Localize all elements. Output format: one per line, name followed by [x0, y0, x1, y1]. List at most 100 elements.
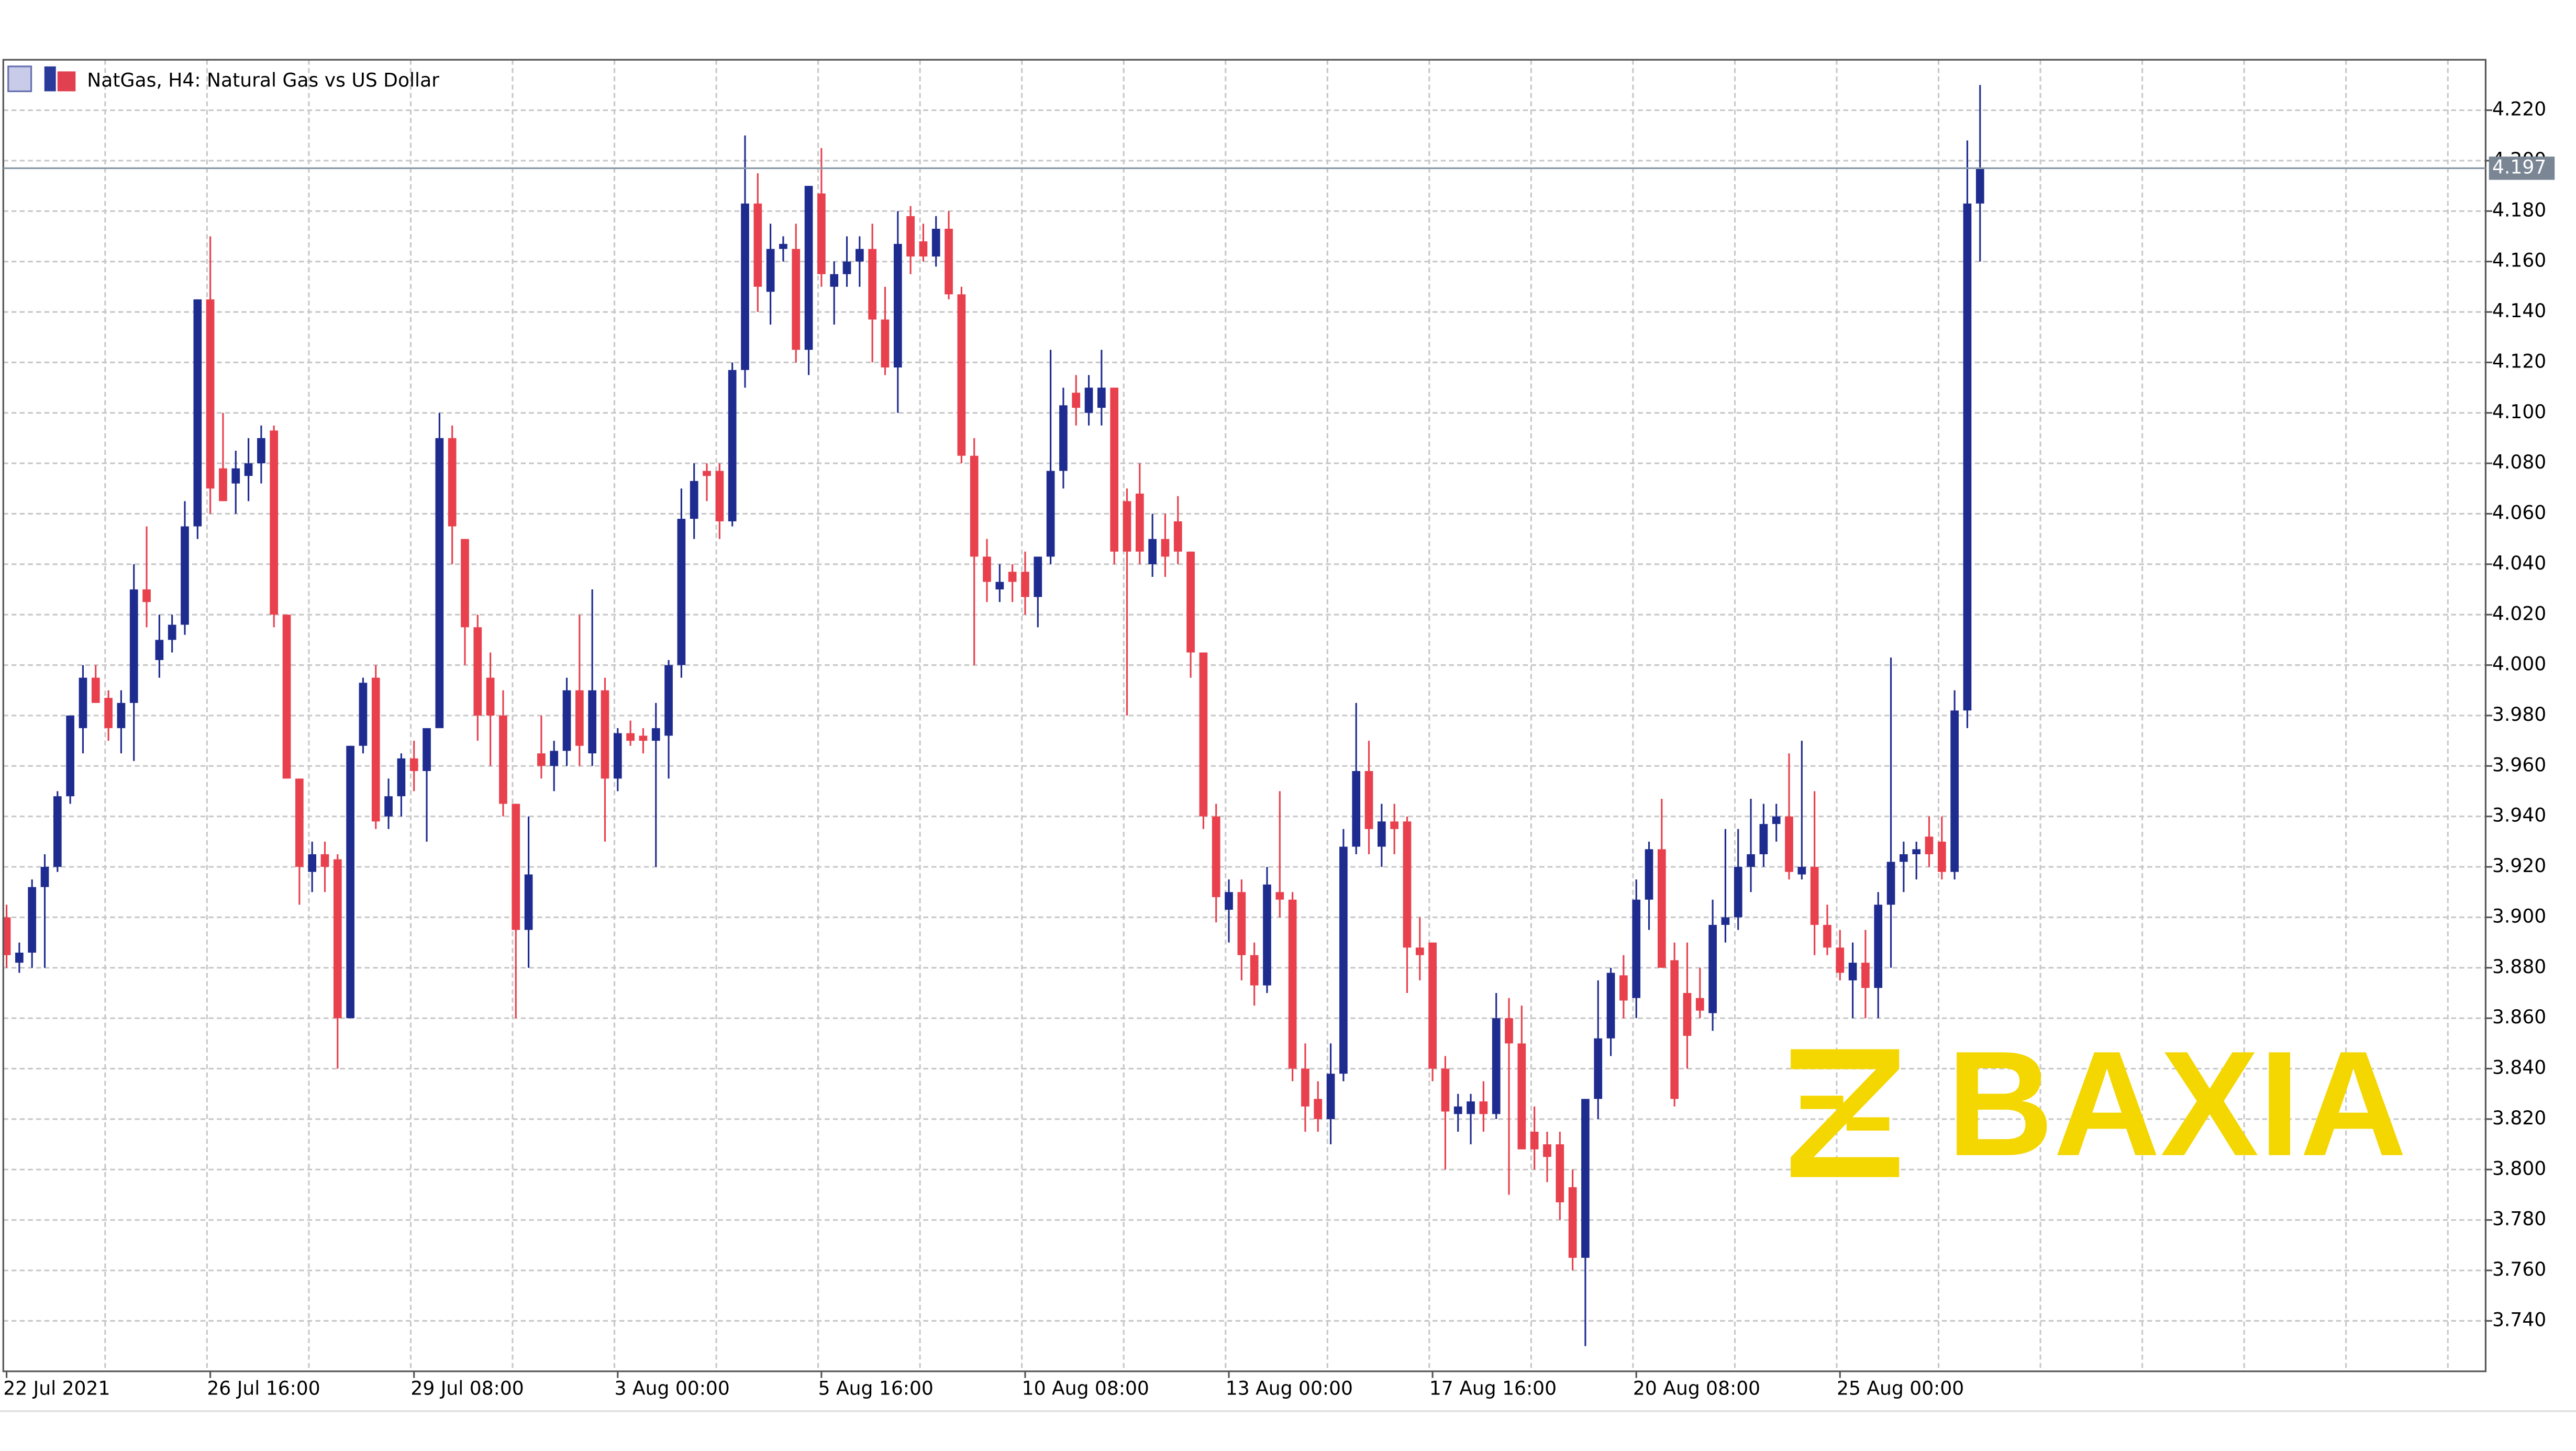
candle-body — [906, 216, 915, 257]
candle-body — [15, 952, 24, 963]
x-tick-label: 25 Aug 00:00 — [1837, 1377, 1964, 1400]
candle-body — [588, 690, 597, 754]
candle-body — [1708, 924, 1717, 1013]
candle-body — [1403, 821, 1412, 948]
y-tick-label: 4.140 — [2492, 299, 2546, 322]
candle-body — [1594, 1038, 1603, 1099]
candle-body — [550, 751, 559, 766]
candle-body — [423, 728, 431, 771]
candle-body — [359, 683, 368, 746]
candle-body — [448, 438, 457, 527]
candle-body — [1785, 816, 1793, 872]
candle-body — [257, 438, 265, 464]
candle-body — [1937, 841, 1946, 872]
candle-body — [435, 438, 444, 729]
candle-body — [282, 615, 291, 779]
candle-body — [1670, 960, 1679, 1099]
y-tick-label: 4.040 — [2492, 552, 2546, 574]
candle-body — [270, 430, 279, 615]
y-tick-label: 3.820 — [2492, 1107, 2546, 1129]
candle-body — [792, 249, 801, 350]
logo-bar — [1800, 1096, 1844, 1109]
candle-body — [881, 319, 890, 368]
y-tick-label: 4.160 — [2492, 249, 2546, 272]
candle-body — [1173, 521, 1182, 552]
y-tick-label: 4.220 — [2492, 97, 2546, 120]
candle-body — [1886, 862, 1895, 905]
candle-body — [817, 193, 826, 274]
candle-body — [1645, 849, 1653, 900]
candle-body — [1619, 975, 1628, 1001]
y-tick-label: 3.760 — [2492, 1258, 2546, 1280]
candle-body — [1288, 899, 1297, 1069]
x-tick-label: 26 Jul 16:00 — [207, 1377, 320, 1400]
logo-bar — [1846, 1117, 1890, 1131]
candle-body — [575, 690, 584, 746]
candle-body — [397, 758, 406, 797]
candle-body — [1237, 892, 1246, 955]
candle-body — [1747, 854, 1755, 867]
x-tick-label: 29 Jul 08:00 — [410, 1377, 524, 1400]
candle-body — [1148, 539, 1157, 564]
candle-body — [168, 624, 176, 640]
candle-body — [868, 249, 876, 320]
logo-bar — [1791, 1049, 1900, 1069]
y-tick-label: 4.180 — [2492, 198, 2546, 221]
x-tick-label: 10 Aug 08:00 — [1022, 1377, 1149, 1400]
y-tick-label: 4.020 — [2492, 602, 2546, 624]
candle-body — [40, 867, 49, 887]
candle-body — [129, 589, 138, 703]
candle-body — [79, 677, 87, 729]
candle-body — [1135, 493, 1144, 552]
candle-body — [664, 665, 673, 736]
candle-body — [499, 715, 507, 804]
candle-body — [2, 917, 11, 955]
y-tick-label: 3.780 — [2492, 1208, 2546, 1230]
candle-body — [1046, 471, 1055, 557]
candle-body — [639, 735, 648, 741]
candle-body — [1084, 387, 1093, 413]
candle-body — [1950, 710, 1959, 872]
candle-body — [1352, 771, 1361, 847]
candle-body — [651, 728, 660, 741]
candle-body — [1874, 905, 1883, 988]
candle-body — [142, 589, 151, 602]
last-price-box — [2489, 157, 2555, 180]
candle-body — [1925, 836, 1934, 854]
y-tick-label: 3.880 — [2492, 955, 2546, 978]
chart-title: NatGas, H4: Natural Gas vs US Dollar — [87, 69, 439, 91]
logo-slash — [1791, 1069, 1900, 1157]
candle-body — [753, 203, 762, 287]
candle-body — [409, 758, 418, 771]
y-tick-label: 3.740 — [2492, 1308, 2546, 1331]
candle-body — [1275, 892, 1284, 900]
candle-body — [104, 698, 113, 729]
candle-body — [28, 887, 37, 953]
candle-body — [715, 471, 724, 521]
candle-body — [1975, 168, 1984, 204]
candle-body — [1683, 992, 1692, 1036]
axes: 3.740 3.760 3.780 3.800 3.820 3.840 3.860 3.880… — [3, 97, 2555, 1400]
candle-body — [626, 733, 635, 741]
candle-body — [613, 733, 622, 779]
candle-body — [1543, 1144, 1551, 1157]
candle-body — [601, 690, 609, 779]
y-tick-label: 3.840 — [2492, 1056, 2546, 1078]
logo-bar — [1791, 1157, 1900, 1177]
candle-body — [1836, 947, 1845, 973]
candle-body — [53, 796, 62, 867]
candle-body — [1505, 1018, 1513, 1044]
candle-body — [1225, 892, 1233, 910]
candle-body — [1900, 854, 1908, 862]
candle-body — [970, 455, 979, 557]
candle-body — [804, 186, 813, 350]
grid — [3, 60, 2486, 1371]
candle-body — [346, 745, 354, 1019]
candle-body — [1912, 849, 1921, 854]
candle-body — [1199, 652, 1208, 817]
x-tick-label: 3 Aug 00:00 — [615, 1377, 730, 1400]
last-price-label: 4.197 — [2492, 155, 2546, 178]
candle-body — [1530, 1132, 1539, 1149]
